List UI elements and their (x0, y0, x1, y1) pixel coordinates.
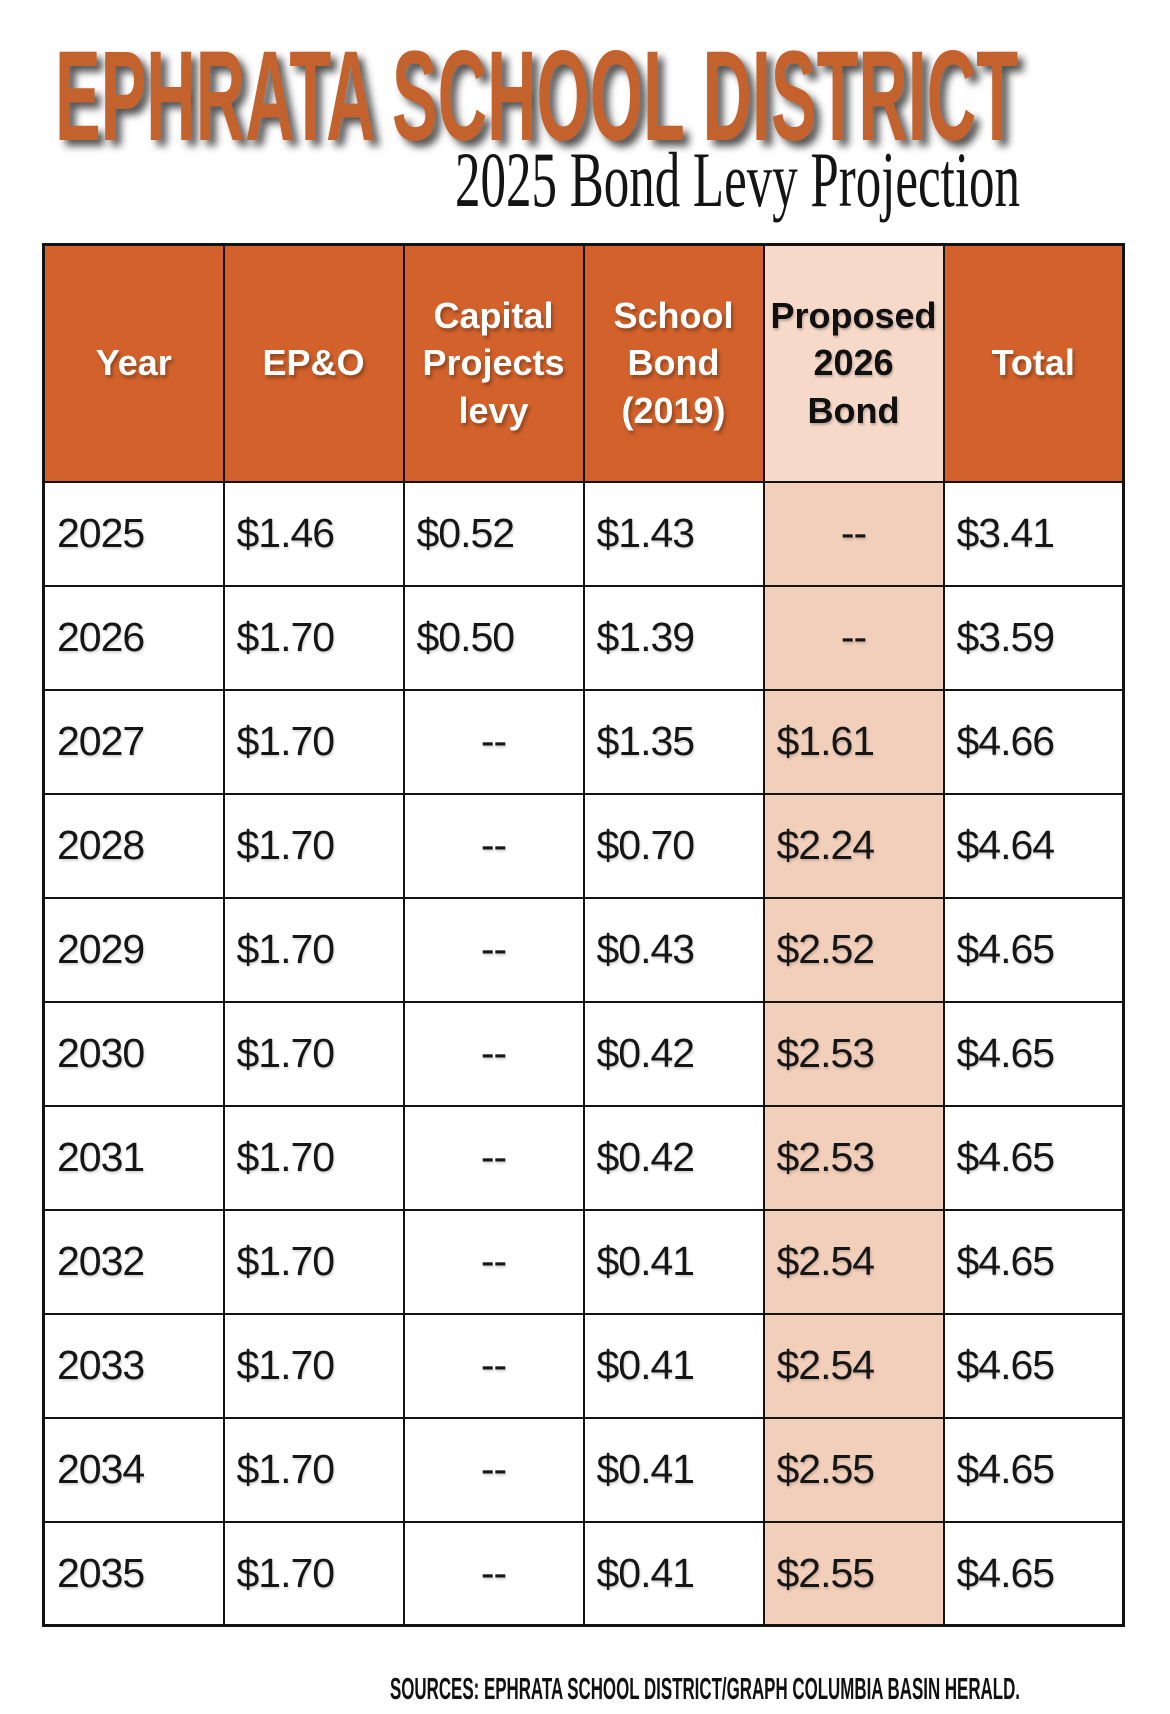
table-row: 2027 $1.70 -- $1.35 $1.61 $4.66 (42, 688, 1125, 795)
year-cell: 2030 (42, 1000, 225, 1107)
col-header-school-bond-2019: School Bond (2019) (582, 243, 765, 483)
table-row: 2028 $1.70 -- $0.70 $2.24 $4.64 (42, 792, 1125, 899)
year-cell: 2029 (42, 896, 225, 1003)
epo-cell: $1.70 (222, 792, 405, 899)
table-row: 2029 $1.70 -- $0.43 $2.52 $4.65 (42, 896, 1125, 1003)
school-bond-cell: $0.41 (582, 1312, 765, 1419)
school-bond-cell: $1.35 (582, 688, 765, 795)
capital-cell: -- (402, 1000, 585, 1107)
total-cell: $4.65 (942, 1416, 1125, 1523)
table-row: 2030 $1.70 -- $0.42 $2.53 $4.65 (42, 1000, 1125, 1107)
school-bond-cell: $1.43 (582, 480, 765, 587)
capital-cell: -- (402, 1104, 585, 1211)
capital-cell: -- (402, 1416, 585, 1523)
col-header-year: Year (42, 243, 225, 483)
table-row: 2026 $1.70 $0.50 $1.39 -- $3.59 (42, 584, 1125, 691)
epo-cell: $1.70 (222, 1000, 405, 1107)
total-cell: $4.64 (942, 792, 1125, 899)
total-cell: $4.65 (942, 1208, 1125, 1315)
table-row: 2031 $1.70 -- $0.42 $2.53 $4.65 (42, 1104, 1125, 1211)
proposed-bond-cell: $2.54 (762, 1208, 945, 1315)
epo-cell: $1.46 (222, 480, 405, 587)
epo-cell: $1.70 (222, 584, 405, 691)
total-cell: $4.65 (942, 896, 1125, 1003)
col-header-capital-projects-levy: Capital Projects levy (402, 243, 585, 483)
school-bond-cell: $0.41 (582, 1208, 765, 1315)
total-cell: $3.41 (942, 480, 1125, 587)
proposed-bond-cell: $2.53 (762, 1000, 945, 1107)
school-bond-cell: $0.42 (582, 1104, 765, 1211)
school-bond-cell: $0.41 (582, 1416, 765, 1523)
page-subtitle-text: 2025 Bond Levy Projection (455, 136, 1020, 223)
school-bond-cell: $0.42 (582, 1000, 765, 1107)
year-cell: 2026 (42, 584, 225, 691)
total-cell: $4.66 (942, 688, 1125, 795)
epo-cell: $1.70 (222, 1312, 405, 1419)
proposed-bond-cell: -- (762, 584, 945, 691)
capital-cell: $0.52 (402, 480, 585, 587)
source-attribution-text: SOURCES: EPHRATA SCHOOL DISTRICT/GRAPH C… (390, 1671, 1020, 1706)
epo-cell: $1.70 (222, 1104, 405, 1211)
capital-cell: -- (402, 1208, 585, 1315)
capital-cell: -- (402, 792, 585, 899)
school-bond-cell: $0.43 (582, 896, 765, 1003)
school-bond-cell: $0.41 (582, 1520, 765, 1627)
epo-cell: $1.70 (222, 1416, 405, 1523)
table-row: 2035 $1.70 -- $0.41 $2.55 $4.65 (42, 1520, 1125, 1627)
year-cell: 2035 (42, 1520, 225, 1627)
capital-cell: $0.50 (402, 584, 585, 691)
page-title: EPHRATA SCHOOL DISTRICT (55, 25, 1018, 168)
year-cell: 2027 (42, 688, 225, 795)
proposed-bond-cell: $2.55 (762, 1416, 945, 1523)
col-header-total: Total (942, 243, 1125, 483)
table-header-row: Year EP&O Capital Projects levy School B… (42, 243, 1125, 483)
total-cell: $4.65 (942, 1104, 1125, 1211)
capital-cell: -- (402, 688, 585, 795)
col-header-epo: EP&O (222, 243, 405, 483)
table-row: 2025 $1.46 $0.52 $1.43 -- $3.41 (42, 480, 1125, 587)
epo-cell: $1.70 (222, 1208, 405, 1315)
table-row: 2033 $1.70 -- $0.41 $2.54 $4.65 (42, 1312, 1125, 1419)
proposed-bond-cell: $2.52 (762, 896, 945, 1003)
col-header-proposed-2026-bond: Proposed 2026 Bond (762, 243, 945, 483)
proposed-bond-cell: $2.53 (762, 1104, 945, 1211)
proposed-bond-cell: $1.61 (762, 688, 945, 795)
levy-projection-table: Year EP&O Capital Projects levy School B… (42, 243, 1125, 1627)
proposed-bond-cell: $2.54 (762, 1312, 945, 1419)
proposed-bond-cell: $2.24 (762, 792, 945, 899)
proposed-bond-cell: -- (762, 480, 945, 587)
total-cell: $4.65 (942, 1312, 1125, 1419)
total-cell: $4.65 (942, 1000, 1125, 1107)
table-row: 2034 $1.70 -- $0.41 $2.55 $4.65 (42, 1416, 1125, 1523)
school-bond-cell: $1.39 (582, 584, 765, 691)
capital-cell: -- (402, 1312, 585, 1419)
capital-cell: -- (402, 896, 585, 1003)
year-cell: 2025 (42, 480, 225, 587)
page-subtitle: 2025 Bond Levy Projection (455, 136, 1020, 223)
epo-cell: $1.70 (222, 896, 405, 1003)
epo-cell: $1.70 (222, 688, 405, 795)
year-cell: 2033 (42, 1312, 225, 1419)
epo-cell: $1.70 (222, 1520, 405, 1627)
source-attribution: SOURCES: EPHRATA SCHOOL DISTRICT/GRAPH C… (390, 1671, 1020, 1706)
page-title-text: EPHRATA SCHOOL DISTRICT (55, 25, 1018, 168)
year-cell: 2028 (42, 792, 225, 899)
capital-cell: -- (402, 1520, 585, 1627)
proposed-bond-cell: $2.55 (762, 1520, 945, 1627)
table-row: 2032 $1.70 -- $0.41 $2.54 $4.65 (42, 1208, 1125, 1315)
total-cell: $3.59 (942, 584, 1125, 691)
total-cell: $4.65 (942, 1520, 1125, 1627)
year-cell: 2031 (42, 1104, 225, 1211)
year-cell: 2034 (42, 1416, 225, 1523)
school-bond-cell: $0.70 (582, 792, 765, 899)
year-cell: 2032 (42, 1208, 225, 1315)
